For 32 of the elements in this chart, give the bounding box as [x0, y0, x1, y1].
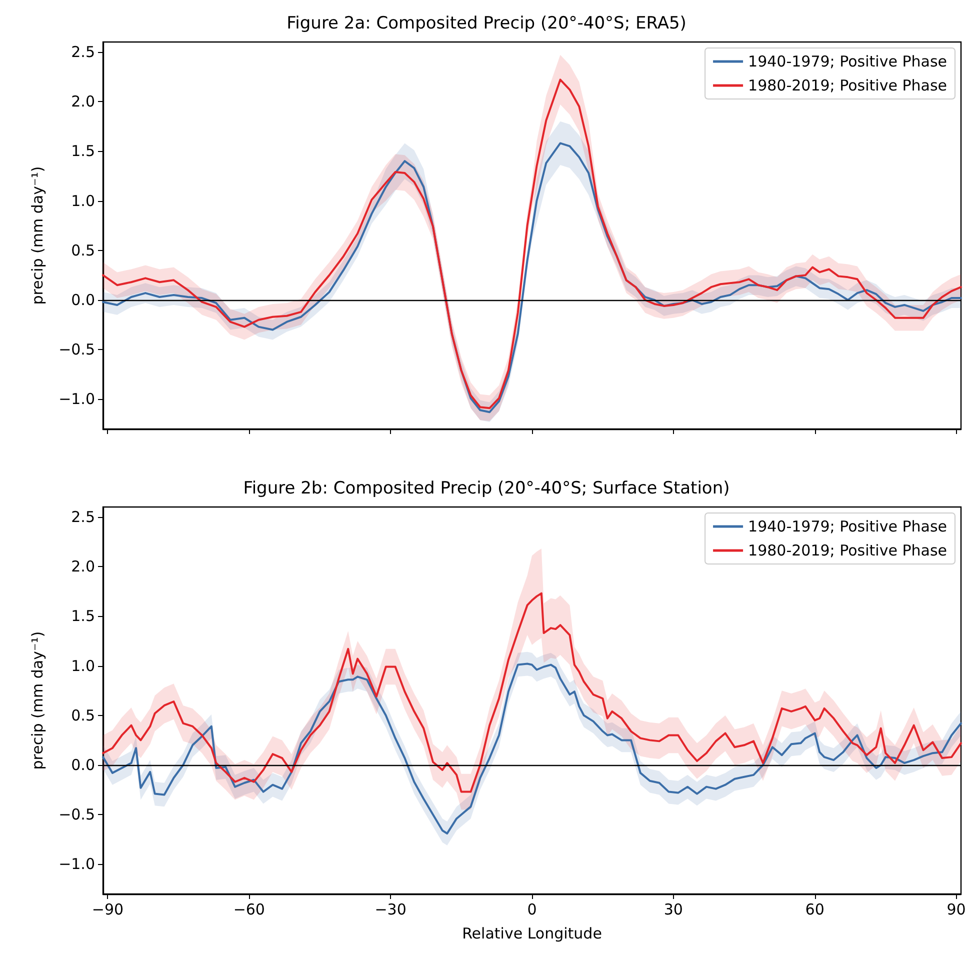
y-tick-label: 0.0: [71, 291, 95, 309]
legend-label: 1940-1979; Positive Phase: [748, 518, 948, 536]
x-tick-label: 90: [946, 900, 966, 918]
x-tick-label: 0: [527, 900, 537, 918]
y-tick-label: 2.5: [71, 42, 95, 61]
x-tick-label: 60: [805, 900, 824, 918]
y-tick-label: 1.5: [71, 142, 95, 160]
x-tick-label: −90: [92, 900, 124, 918]
legend-label: 1980-2019; Positive Phase: [748, 542, 948, 560]
x-tick-label: 30: [664, 900, 683, 918]
y-axis-title: precip (mm day⁻¹): [28, 631, 46, 770]
y-tick-label: −0.5: [58, 340, 95, 359]
y-tick-label: 1.0: [71, 192, 95, 210]
chart-title: Figure 2b: Composited Precip (20°-40°S; Surface Station): [243, 478, 730, 498]
x-tick-label: −60: [233, 900, 265, 918]
y-tick-label: 0.5: [71, 241, 95, 260]
y-tick-label: 1.5: [71, 607, 95, 626]
y-tick-label: −1.0: [58, 855, 95, 874]
y-tick-label: −0.5: [58, 806, 95, 824]
y-tick-label: 0.5: [71, 706, 95, 724]
x-tick-label: −30: [374, 900, 406, 918]
x-axis-title: Relative Longitude: [462, 924, 602, 942]
y-tick-label: 0.0: [71, 756, 95, 774]
y-tick-label: 2.0: [71, 558, 95, 576]
legend-label: 1940-1979; Positive Phase: [748, 52, 948, 70]
chart-title: Figure 2a: Composited Precip (20°-40°S; ERA5): [286, 14, 686, 34]
y-tick-label: 2.5: [71, 508, 95, 526]
y-tick-label: −1.0: [58, 390, 95, 408]
legend-label: 1980-2019; Positive Phase: [748, 76, 948, 94]
y-axis-title: precip (mm day⁻¹): [28, 166, 46, 305]
y-tick-label: 2.0: [71, 92, 95, 111]
y-tick-label: 1.0: [71, 656, 95, 675]
